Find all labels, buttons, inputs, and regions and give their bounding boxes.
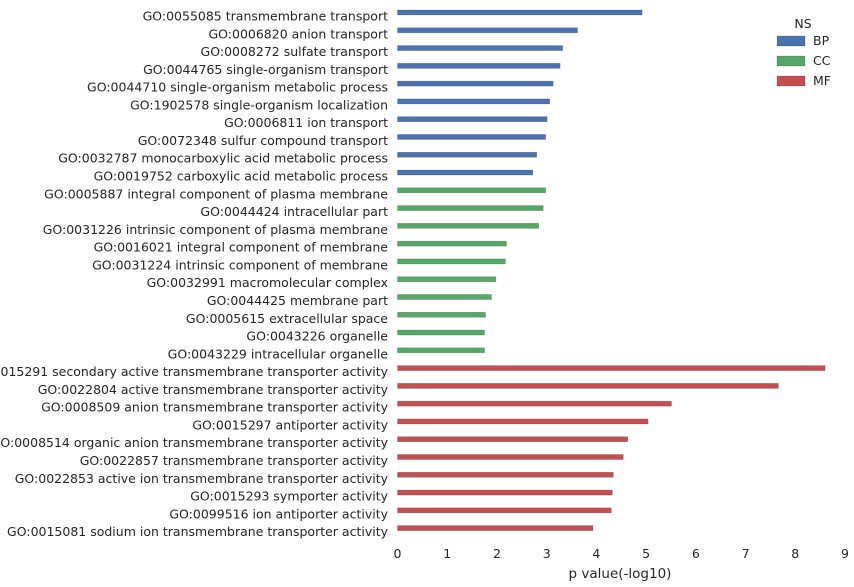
category-label: GO:0022853 active ion transmembrane tran… bbox=[15, 471, 389, 486]
bar-cc bbox=[397, 187, 546, 194]
x-axis-title: p value(-log10) bbox=[569, 566, 672, 582]
legend-label-mf: MF bbox=[813, 73, 831, 88]
bar-cc bbox=[397, 240, 507, 247]
legend-label-cc: CC bbox=[813, 53, 831, 68]
x-tick-label: 3 bbox=[543, 546, 551, 561]
bar-mf bbox=[397, 400, 672, 407]
bar-cc bbox=[397, 223, 540, 229]
category-label: GO:0044425 membrane part bbox=[207, 293, 388, 308]
category-label: GO:0008509 anion transmembrane transport… bbox=[41, 400, 388, 415]
bar-bp bbox=[397, 98, 550, 105]
x-tick-label: 4 bbox=[592, 546, 600, 561]
bar-mf bbox=[397, 471, 614, 478]
category-label: GO:0008514 organic anion transmembrane t… bbox=[0, 435, 389, 450]
bar-cc bbox=[397, 347, 485, 354]
bar-mf bbox=[397, 418, 649, 425]
bar-bp bbox=[397, 151, 538, 158]
category-label: GO:0019752 carboxylic acid metabolic pro… bbox=[94, 169, 388, 184]
legend-label-bp: BP bbox=[813, 33, 830, 48]
category-label: GO:0015081 sodium ion transmembrane tran… bbox=[7, 524, 389, 539]
x-tick-label: 5 bbox=[642, 546, 650, 561]
category-label: GO:0022857 transmembrane transporter act… bbox=[80, 453, 389, 468]
bar-mf bbox=[397, 454, 624, 460]
x-tick-label: 1 bbox=[443, 546, 451, 561]
bar-mf bbox=[397, 489, 613, 496]
bar-cc bbox=[397, 258, 506, 265]
legend-title: NS bbox=[794, 16, 811, 31]
category-label: GO:0015291 secondary active transmembran… bbox=[0, 364, 389, 379]
category-label: GO:0072348 sulfur compound transport bbox=[138, 133, 388, 148]
category-label: GO:0044765 single-organism transport bbox=[143, 62, 388, 77]
category-label: GO:0015297 antiporter activity bbox=[192, 417, 388, 432]
category-label: GO:0031224 intrinsic component of membra… bbox=[92, 257, 388, 272]
category-label: GO:0006820 anion transport bbox=[208, 26, 388, 41]
bars-group bbox=[397, 9, 826, 531]
category-label: GO:0032787 monocarboxylic acid metabolic… bbox=[58, 151, 388, 166]
bar-bp bbox=[397, 116, 548, 122]
category-label: GO:0006811 ion transport bbox=[224, 115, 388, 130]
x-tick-label: 9 bbox=[841, 546, 849, 561]
legend-swatch-cc bbox=[776, 55, 806, 67]
bar-cc bbox=[397, 311, 486, 318]
category-label: GO:0043226 organelle bbox=[246, 329, 388, 344]
bar-bp bbox=[397, 45, 563, 51]
bar-bp bbox=[397, 27, 578, 34]
bar-mf bbox=[397, 365, 826, 371]
x-tick-label: 0 bbox=[394, 546, 402, 561]
bar-mf bbox=[397, 436, 629, 443]
legend-entries: BP CC MF bbox=[776, 33, 831, 88]
category-label: GO:0055085 transmembrane transport bbox=[143, 9, 389, 24]
bar-mf bbox=[397, 507, 612, 514]
category-label: GO:0032991 macromolecular complex bbox=[147, 275, 388, 290]
category-label: GO:0044710 single-organism metabolic pro… bbox=[87, 80, 388, 95]
category-label: GO:0099516 ion antiporter activity bbox=[169, 506, 388, 521]
category-label: GO:0005615 extracellular space bbox=[186, 311, 388, 326]
x-tick-label: 8 bbox=[791, 546, 799, 561]
bar-bp bbox=[397, 63, 561, 69]
bar-cc bbox=[397, 205, 544, 211]
legend-swatch-bp bbox=[776, 35, 806, 47]
bar-bp bbox=[397, 134, 546, 140]
bar-mf bbox=[397, 383, 779, 389]
bar-cc bbox=[397, 276, 497, 283]
bar-cc bbox=[397, 294, 492, 300]
bar-mf bbox=[397, 525, 594, 531]
bar-cc bbox=[397, 329, 485, 336]
bar-bp bbox=[397, 80, 554, 87]
category-label: GO:0043229 intracellular organelle bbox=[168, 346, 389, 361]
category-label: GO:0031226 intrinsic component of plasma… bbox=[43, 222, 389, 237]
category-labels: GO:0055085 transmembrane transport GO:000… bbox=[0, 9, 389, 540]
category-label: GO:0008272 sulfate transport bbox=[201, 44, 389, 59]
category-label: GO:0015293 symporter activity bbox=[190, 489, 388, 504]
category-label: GO:0022804 active transmembrane transpor… bbox=[38, 382, 389, 397]
category-label: GO:0005887 integral component of plasma … bbox=[44, 186, 388, 201]
x-tick-label: 6 bbox=[692, 546, 700, 561]
legend: NS BP CC MF bbox=[776, 16, 831, 88]
bar-bp bbox=[397, 9, 643, 16]
x-tick-label: 7 bbox=[742, 546, 750, 561]
category-label: GO:0044424 intracellular part bbox=[200, 204, 388, 219]
category-label: GO:0016021 integral component of membran… bbox=[94, 240, 389, 255]
x-axis-ticks: 0 1 2 3 4 5 6 7 8 9 bbox=[394, 546, 850, 561]
category-label: GO:1902578 single-organism localization bbox=[130, 97, 388, 112]
x-tick-label: 2 bbox=[493, 546, 501, 561]
legend-swatch-mf bbox=[776, 75, 806, 87]
bar-bp bbox=[397, 169, 534, 176]
